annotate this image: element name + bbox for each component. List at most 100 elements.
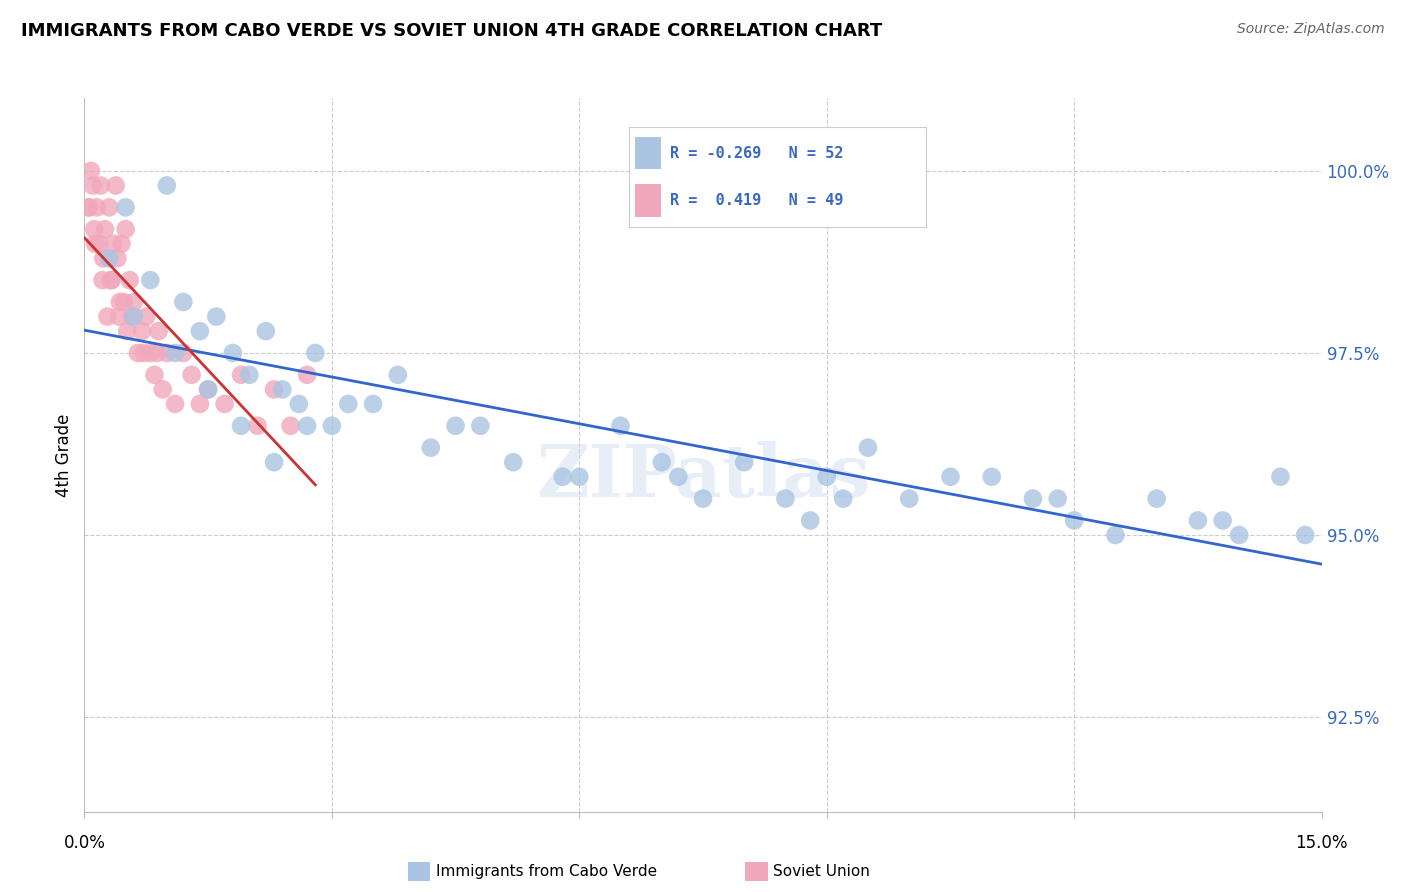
Point xyxy=(105,252,128,266)
Point xyxy=(288,397,311,411)
Point xyxy=(172,295,194,310)
Point xyxy=(939,469,962,483)
Point xyxy=(222,346,245,360)
Point xyxy=(419,441,441,455)
Point xyxy=(91,252,114,266)
Point xyxy=(108,295,131,310)
Point xyxy=(77,200,100,214)
Text: Soviet Union: Soviet Union xyxy=(773,864,870,879)
Point xyxy=(100,273,122,287)
Point xyxy=(651,455,673,469)
Point xyxy=(79,200,101,214)
Point xyxy=(263,455,285,469)
Point xyxy=(100,273,122,287)
Point xyxy=(131,324,153,338)
Point xyxy=(666,469,689,483)
Point xyxy=(94,222,117,236)
Point xyxy=(1063,513,1085,527)
Point xyxy=(96,310,118,324)
Point xyxy=(188,324,211,338)
Point xyxy=(165,397,187,411)
Point xyxy=(799,513,821,527)
Point xyxy=(80,164,103,178)
Point xyxy=(295,418,318,433)
Point xyxy=(815,469,838,483)
Point xyxy=(122,295,145,310)
Point xyxy=(132,346,155,360)
Point xyxy=(84,236,107,251)
Point xyxy=(110,236,132,251)
Point xyxy=(82,178,104,193)
Point xyxy=(143,368,166,382)
Point xyxy=(90,178,112,193)
Point xyxy=(280,418,302,433)
Point xyxy=(152,383,174,397)
Point xyxy=(117,324,139,338)
Point xyxy=(1270,469,1292,483)
Point xyxy=(214,397,236,411)
Point xyxy=(444,418,467,433)
Point xyxy=(86,200,108,214)
Point xyxy=(127,346,149,360)
Point xyxy=(980,469,1002,483)
Point xyxy=(114,222,136,236)
Point xyxy=(104,178,127,193)
Point xyxy=(139,346,162,360)
Point xyxy=(1212,513,1234,527)
Point xyxy=(172,346,194,360)
Text: 0.0%: 0.0% xyxy=(63,833,105,852)
Point xyxy=(114,200,136,214)
Point xyxy=(229,368,252,382)
Point xyxy=(135,310,157,324)
Point xyxy=(470,418,492,433)
Point xyxy=(609,418,631,433)
Point xyxy=(98,200,121,214)
Point xyxy=(856,441,879,455)
Text: Source: ZipAtlas.com: Source: ZipAtlas.com xyxy=(1237,22,1385,37)
Point xyxy=(1146,491,1168,506)
Point xyxy=(98,252,121,266)
Point xyxy=(387,368,409,382)
Point xyxy=(568,469,591,483)
Point xyxy=(246,418,269,433)
Point xyxy=(180,368,202,382)
Point xyxy=(337,397,360,411)
Point xyxy=(118,273,141,287)
Point xyxy=(271,383,294,397)
Point xyxy=(197,383,219,397)
Point xyxy=(156,178,179,193)
Point xyxy=(1104,528,1126,542)
Point xyxy=(229,418,252,433)
Point xyxy=(112,295,135,310)
Point xyxy=(103,236,125,251)
Text: ZIPatlas: ZIPatlas xyxy=(536,441,870,512)
Point xyxy=(165,346,187,360)
Point xyxy=(1187,513,1209,527)
Point xyxy=(91,273,114,287)
Text: IMMIGRANTS FROM CABO VERDE VS SOVIET UNION 4TH GRADE CORRELATION CHART: IMMIGRANTS FROM CABO VERDE VS SOVIET UNI… xyxy=(21,22,883,40)
Point xyxy=(263,383,285,397)
Point xyxy=(502,455,524,469)
Point xyxy=(146,346,169,360)
Point xyxy=(733,455,755,469)
Point xyxy=(205,310,228,324)
Point xyxy=(304,346,326,360)
Point xyxy=(139,273,162,287)
Point xyxy=(692,491,714,506)
Point xyxy=(1294,528,1316,542)
Point xyxy=(295,368,318,382)
Point xyxy=(898,491,921,506)
Point xyxy=(89,236,111,251)
Point xyxy=(1227,528,1250,542)
Point xyxy=(83,222,105,236)
Point xyxy=(254,324,277,338)
Point xyxy=(1022,491,1045,506)
Point xyxy=(551,469,574,483)
Text: Immigrants from Cabo Verde: Immigrants from Cabo Verde xyxy=(436,864,657,879)
Point xyxy=(148,324,170,338)
Point xyxy=(321,418,343,433)
Point xyxy=(122,310,145,324)
Point xyxy=(188,397,211,411)
Point xyxy=(832,491,855,506)
Point xyxy=(361,397,384,411)
